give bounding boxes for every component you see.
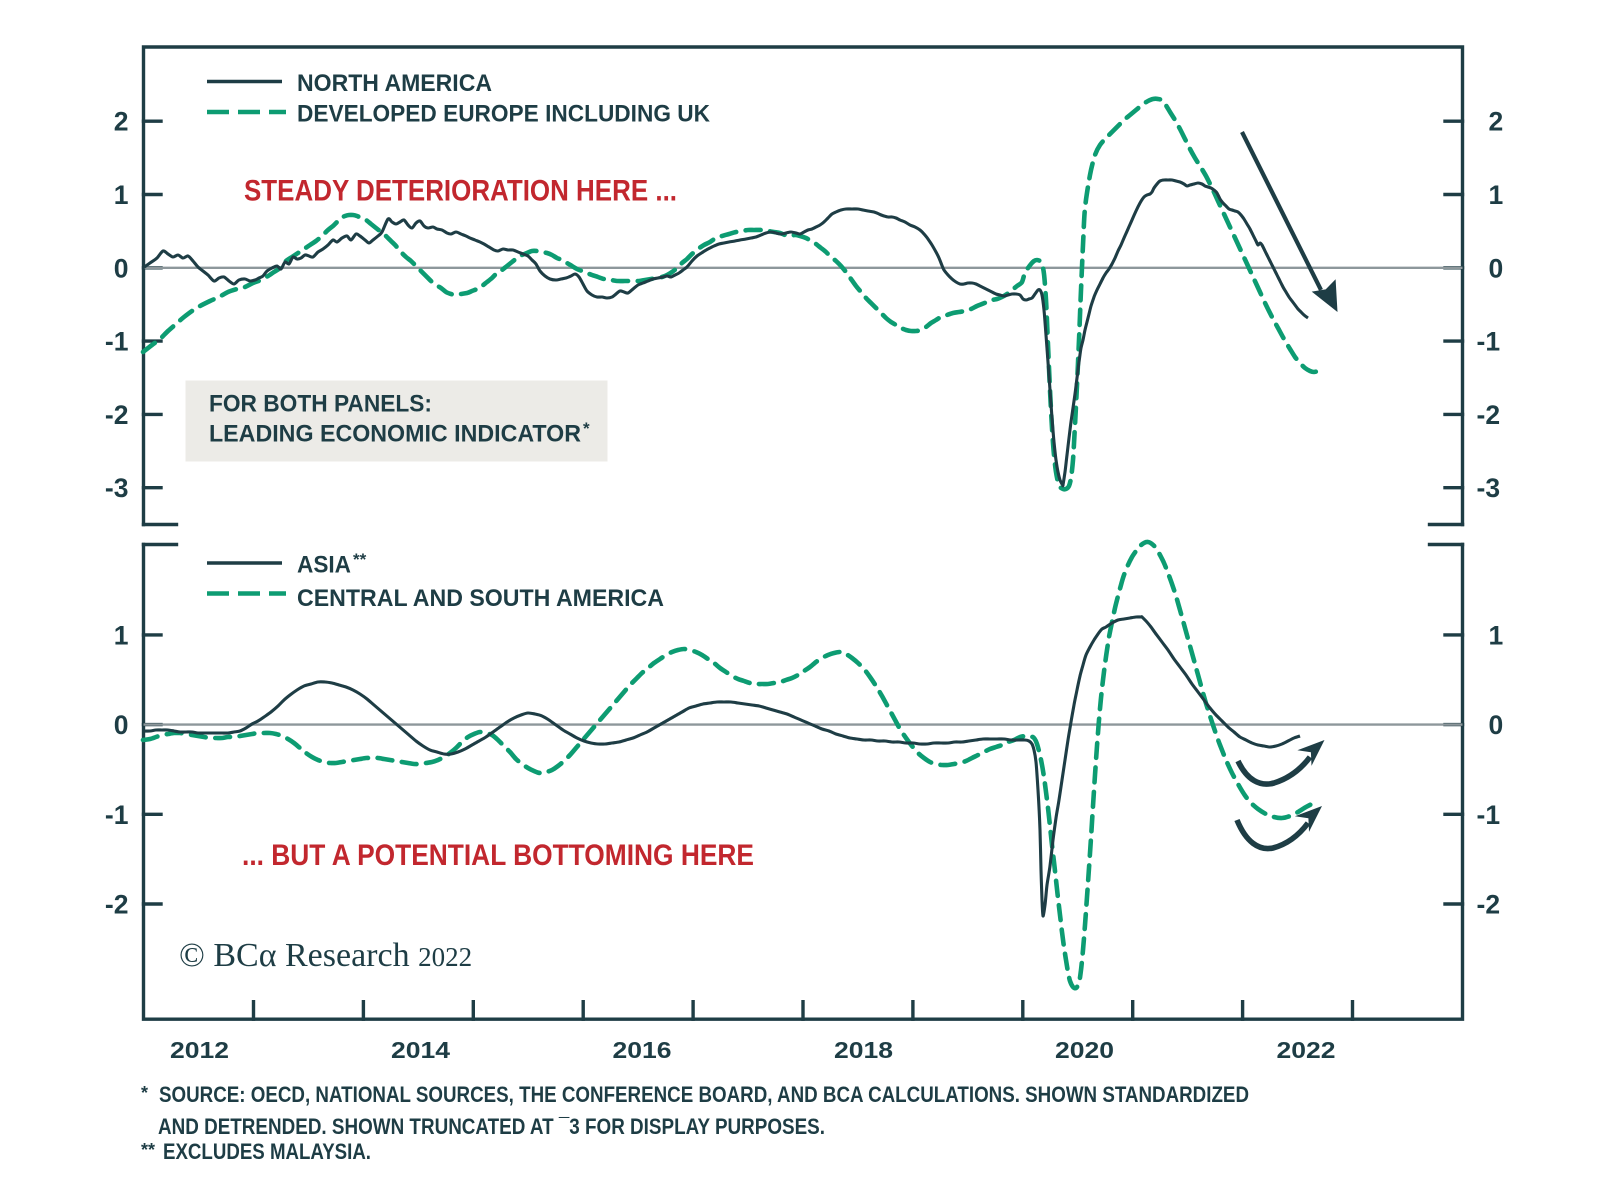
- svg-text:STEADY DETERIORATION HERE ...: STEADY DETERIORATION HERE ...: [244, 175, 677, 208]
- svg-text:SOURCE: OECD, NATIONAL SOURCES: SOURCE: OECD, NATIONAL SOURCES, THE CONF…: [159, 1082, 1249, 1107]
- svg-text:0: 0: [114, 710, 129, 740]
- svg-text:1: 1: [114, 180, 129, 210]
- svg-text:*: *: [583, 419, 590, 438]
- svg-text:0: 0: [114, 253, 129, 283]
- svg-text:FOR BOTH PANELS:: FOR BOTH PANELS:: [209, 391, 432, 418]
- svg-text:ASIA: ASIA: [297, 552, 351, 579]
- svg-text:1: 1: [1489, 180, 1504, 210]
- svg-text:LEADING ECONOMIC INDICATOR: LEADING ECONOMIC INDICATOR: [209, 421, 581, 448]
- svg-text:-3: -3: [1477, 473, 1501, 503]
- svg-text:2022: 2022: [1277, 1037, 1336, 1063]
- svg-text:CENTRAL AND SOUTH AMERICA: CENTRAL AND SOUTH AMERICA: [297, 585, 664, 612]
- svg-text:-1: -1: [105, 327, 129, 357]
- svg-text:2014: 2014: [391, 1037, 450, 1063]
- svg-text:2: 2: [114, 107, 129, 137]
- svg-text:-3: -3: [105, 473, 129, 503]
- svg-text:**: **: [353, 550, 367, 569]
- svg-text:2: 2: [1489, 107, 1504, 137]
- svg-text:-2: -2: [1477, 400, 1501, 430]
- svg-text:-2: -2: [1477, 890, 1501, 920]
- svg-text:... BUT A POTENTIAL BOTTOMING: ... BUT A POTENTIAL BOTTOMING HERE: [242, 839, 754, 872]
- svg-text:-2: -2: [105, 400, 129, 430]
- svg-text:-1: -1: [1477, 800, 1501, 830]
- svg-text:**: **: [141, 1140, 155, 1160]
- svg-text:2018: 2018: [834, 1037, 893, 1063]
- svg-text:*: *: [141, 1083, 148, 1103]
- svg-text:0: 0: [1489, 710, 1504, 740]
- svg-text:DEVELOPED EUROPE INCLUDING UK: DEVELOPED EUROPE INCLUDING UK: [297, 101, 711, 128]
- svg-text:© BCα Research 2022: © BCα Research 2022: [179, 937, 472, 974]
- svg-text:2012: 2012: [170, 1037, 229, 1063]
- svg-text:-1: -1: [105, 800, 129, 830]
- svg-text:0: 0: [1489, 253, 1504, 283]
- svg-text:EXCLUDES MALAYSIA.: EXCLUDES MALAYSIA.: [163, 1139, 371, 1164]
- svg-text:1: 1: [114, 620, 129, 650]
- svg-text:2020: 2020: [1055, 1037, 1114, 1063]
- svg-text:NORTH AMERICA: NORTH AMERICA: [297, 70, 492, 97]
- svg-text:1: 1: [1489, 620, 1504, 650]
- svg-text:2016: 2016: [613, 1037, 672, 1063]
- svg-text:-2: -2: [105, 890, 129, 920]
- svg-text:AND DETRENDED. SHOWN TRUNCATED: AND DETRENDED. SHOWN TRUNCATED AT ¯3 FOR…: [158, 1114, 825, 1139]
- svg-text:-1: -1: [1477, 327, 1501, 357]
